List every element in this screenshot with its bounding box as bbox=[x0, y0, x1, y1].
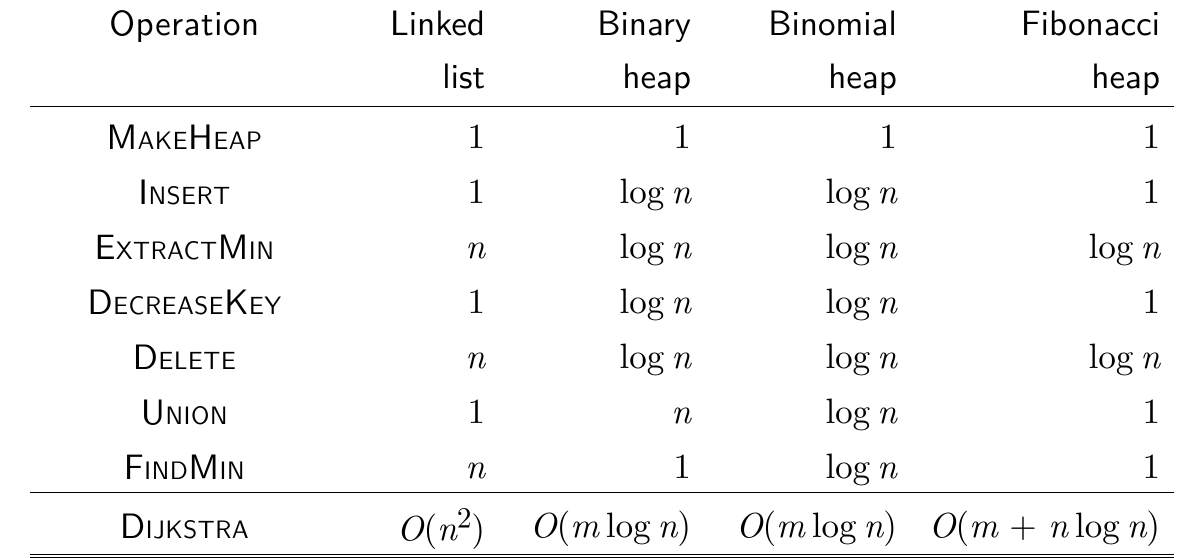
op-cell: ExtractMin bbox=[30, 217, 339, 272]
table-row: DecreaseKey1log nlog n1 bbox=[30, 272, 1174, 327]
value-cell: n bbox=[499, 382, 705, 437]
col-header-linked-1: Linked bbox=[339, 0, 499, 47]
footer-linked: O(n2) bbox=[339, 493, 499, 556]
table-row: Deletenlog nlog nlog n bbox=[30, 327, 1174, 382]
value-cell: 1 bbox=[911, 437, 1174, 493]
footer-row: Dijkstra O(n2) O(m log n) O(m log n) O(m… bbox=[30, 493, 1174, 556]
col-header-binary-1: Binary bbox=[499, 0, 705, 47]
value-cell: n bbox=[339, 437, 499, 493]
footer-binomial: O(m log n) bbox=[705, 493, 911, 556]
col-header-binomial-2: heap bbox=[705, 47, 911, 107]
value-cell: log n bbox=[705, 272, 911, 327]
footer-op: Dijkstra bbox=[30, 493, 339, 556]
page: Operation Linked Binary Binomial Fibonac… bbox=[0, 0, 1204, 544]
col-header-binomial-1: Binomial bbox=[705, 0, 911, 47]
col-header-binary-2: heap bbox=[499, 47, 705, 107]
value-cell: n bbox=[339, 217, 499, 272]
col-header-linked-2: list bbox=[339, 47, 499, 107]
value-cell: log n bbox=[911, 327, 1174, 382]
value-cell: 1 bbox=[911, 382, 1174, 437]
value-cell: 1 bbox=[339, 107, 499, 162]
value-cell: 1 bbox=[705, 107, 911, 162]
value-cell: log n bbox=[499, 162, 705, 217]
table-body: MakeHeap1111Insert1log nlog n1ExtractMin… bbox=[30, 107, 1174, 493]
value-cell: log n bbox=[499, 217, 705, 272]
value-cell: log n bbox=[705, 437, 911, 493]
value-cell: log n bbox=[499, 327, 705, 382]
value-cell: log n bbox=[705, 162, 911, 217]
value-cell: log n bbox=[705, 382, 911, 437]
value-cell: 1 bbox=[339, 382, 499, 437]
op-cell: Insert bbox=[30, 162, 339, 217]
footer-fibonacci: O(m + n log n) bbox=[911, 493, 1174, 556]
value-cell: log n bbox=[499, 272, 705, 327]
value-cell: 1 bbox=[339, 162, 499, 217]
op-cell: Delete bbox=[30, 327, 339, 382]
value-cell: 1 bbox=[339, 272, 499, 327]
value-cell: log n bbox=[705, 327, 911, 382]
value-cell: 1 bbox=[911, 107, 1174, 162]
table-row: ExtractMinnlog nlog nlog n bbox=[30, 217, 1174, 272]
value-cell: log n bbox=[911, 217, 1174, 272]
table-row: Insert1log nlog n1 bbox=[30, 162, 1174, 217]
col-header-operation: Operation bbox=[30, 0, 339, 47]
col-header-fibonacci-1: Fibonacci bbox=[911, 0, 1174, 47]
complexity-table: Operation Linked Binary Binomial Fibonac… bbox=[30, 0, 1174, 558]
op-cell: MakeHeap bbox=[30, 107, 339, 162]
table-row: FindMinn1log n1 bbox=[30, 437, 1174, 493]
col-header-fibonacci-2: heap bbox=[911, 47, 1174, 107]
value-cell: 1 bbox=[911, 272, 1174, 327]
value-cell: 1 bbox=[499, 107, 705, 162]
footer-binary: O(m log n) bbox=[499, 493, 705, 556]
op-cell: DecreaseKey bbox=[30, 272, 339, 327]
op-cell: Union bbox=[30, 382, 339, 437]
table-row: Union1nlog n1 bbox=[30, 382, 1174, 437]
value-cell: log n bbox=[705, 217, 911, 272]
value-cell: 1 bbox=[911, 162, 1174, 217]
op-cell: FindMin bbox=[30, 437, 339, 493]
table-row: MakeHeap1111 bbox=[30, 107, 1174, 162]
value-cell: 1 bbox=[499, 437, 705, 493]
value-cell: n bbox=[339, 327, 499, 382]
